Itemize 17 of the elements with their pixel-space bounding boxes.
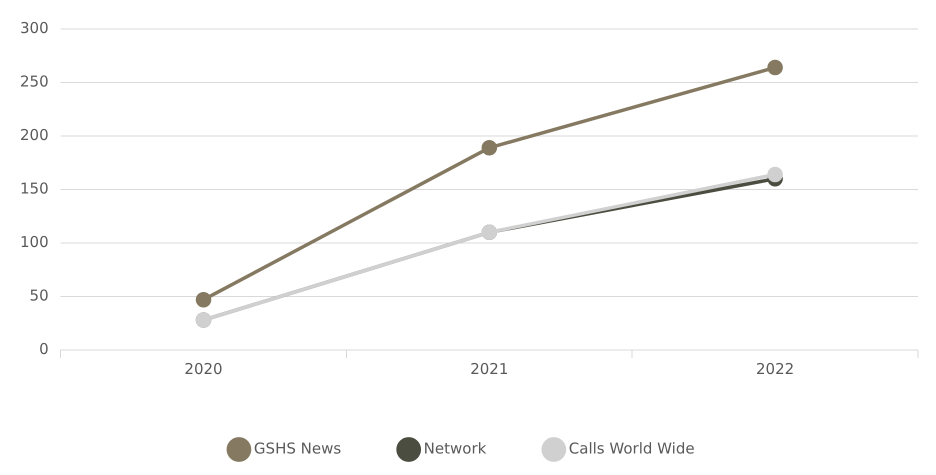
y-tick-label: 150 (20, 179, 49, 198)
y-tick-label: 300 (20, 18, 49, 37)
legend-label: Calls World Wide (568, 439, 695, 458)
y-tick-label: 250 (20, 72, 49, 90)
point (767, 166, 783, 182)
legend-label: GSHS News (254, 439, 342, 458)
y-tick-label: 0 (39, 340, 49, 358)
x-tick-label: 2021 (470, 360, 508, 378)
legend-label: Network (424, 439, 487, 458)
y-tick-label: 50 (30, 286, 49, 304)
x-tick-label: 2020 (184, 360, 223, 378)
y-tick-label: 200 (20, 126, 49, 144)
point (767, 60, 783, 76)
point (482, 140, 498, 156)
point (196, 292, 212, 308)
y-tick-label: 100 (20, 232, 49, 251)
x-tick-label: 2022 (756, 360, 794, 378)
